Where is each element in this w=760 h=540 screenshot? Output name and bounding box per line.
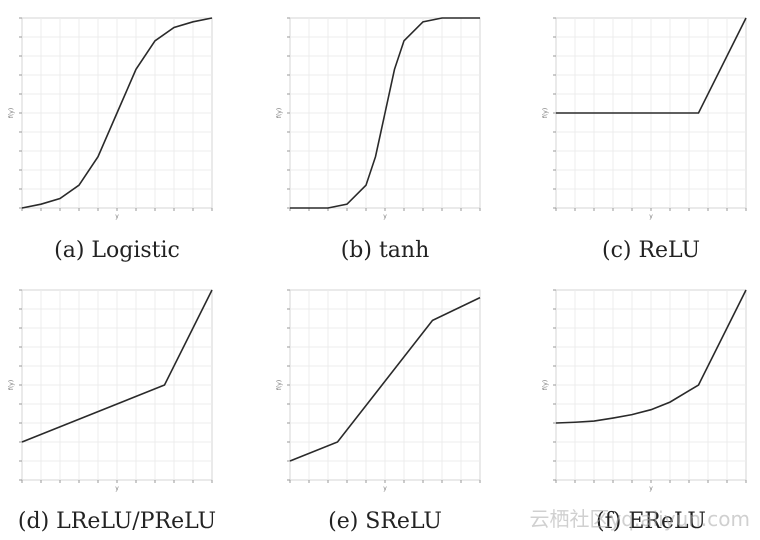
- chart-relu: y f(y): [542, 17, 747, 220]
- caption-relu: (c) ReLU: [601, 238, 700, 263]
- panel-relu: y f(y): [542, 17, 747, 220]
- caption-srelu: (e) SReLU: [328, 509, 442, 534]
- series-line: [290, 17, 480, 209]
- caption-tanh: (b) tanh: [340, 238, 430, 263]
- x-axis-label: y: [649, 485, 653, 492]
- y-axis-label: f(y): [542, 380, 549, 390]
- chart-lrelu: y f(y): [8, 289, 213, 492]
- series-line: [289, 296, 481, 462]
- series-line: [555, 289, 747, 424]
- caption-erelu: (f) EReLU: [596, 509, 706, 534]
- panel-erelu: y f(y): [542, 289, 747, 492]
- panel-srelu: y f(y): [276, 289, 481, 492]
- y-axis-label: f(y): [542, 108, 549, 118]
- series-line: [556, 17, 747, 114]
- panel-lrelu: y f(y): [8, 289, 213, 492]
- watermark: 云栖社区yq.aliyun.com: [529, 507, 750, 531]
- series-line: [21, 17, 213, 209]
- y-axis-label: f(y): [8, 380, 15, 390]
- y-axis-label: f(y): [276, 108, 283, 118]
- y-axis-label: f(y): [276, 380, 283, 390]
- x-axis-label: y: [383, 213, 387, 220]
- x-axis-label: y: [649, 213, 653, 220]
- x-axis-label: y: [383, 485, 387, 492]
- chart-erelu: y f(y): [542, 289, 747, 492]
- x-axis-label: y: [115, 213, 119, 220]
- chart-logistic: y f(y): [8, 17, 213, 220]
- y-axis-label: f(y): [8, 108, 15, 118]
- panel-tanh: y f(y): [276, 17, 481, 220]
- caption-logistic: (a) Logistic: [54, 238, 180, 263]
- caption-lrelu: (d) LReLU/PReLU: [17, 509, 217, 534]
- series-line: [21, 289, 213, 443]
- chart-tanh: y f(y): [276, 17, 481, 220]
- panel-logistic: y f(y): [8, 17, 213, 220]
- x-axis-label: y: [115, 485, 119, 492]
- chart-srelu: y f(y): [276, 289, 481, 492]
